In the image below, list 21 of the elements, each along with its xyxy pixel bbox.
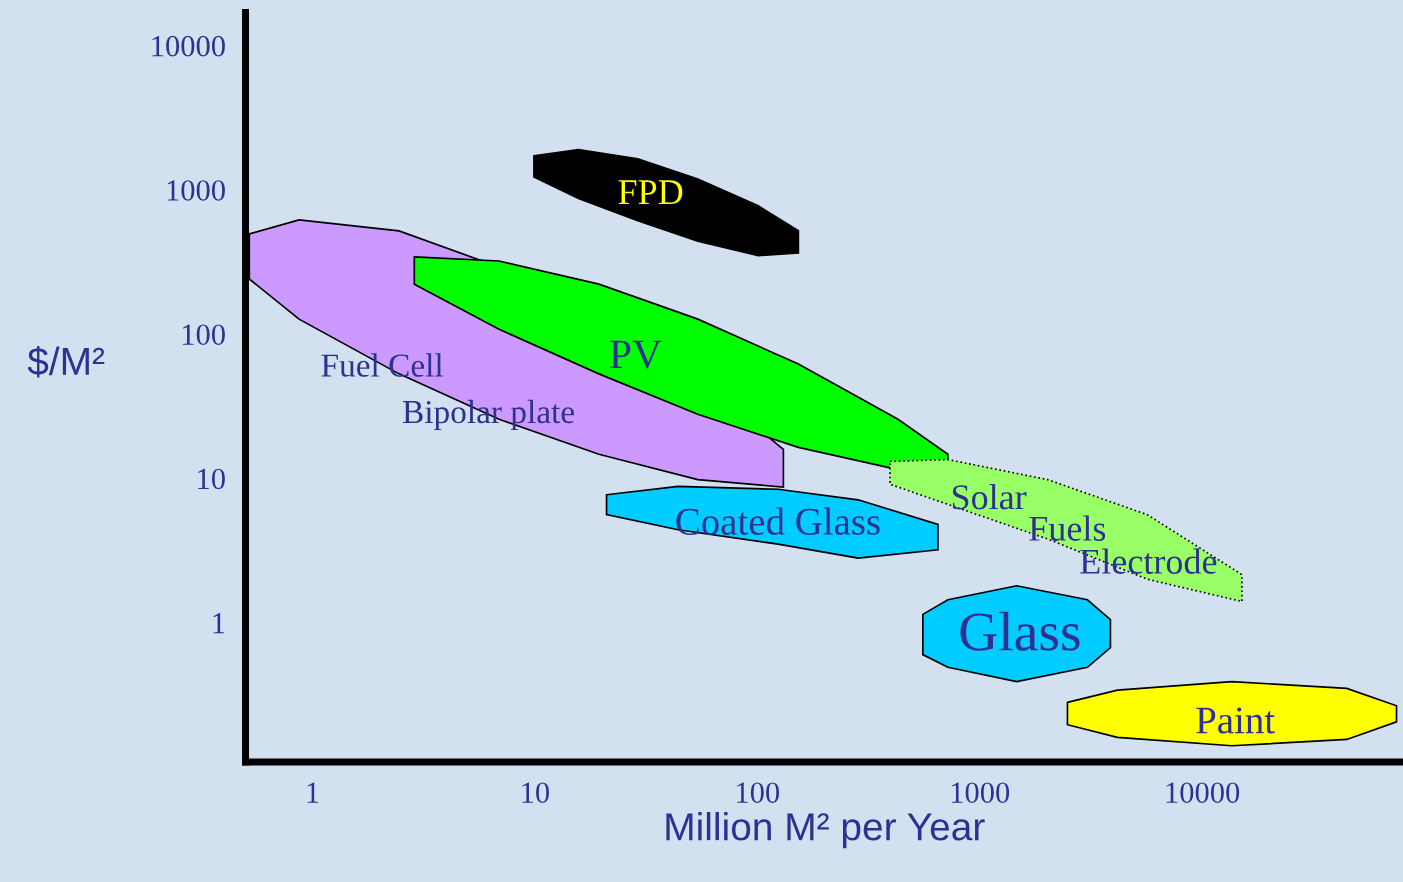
x-tick-label: 100 bbox=[737, 782, 780, 803]
x-tick-label: 1 bbox=[307, 782, 319, 803]
y-tick-label: 1 bbox=[213, 613, 225, 634]
annotation: Bipolar plate bbox=[403, 399, 574, 431]
annotation: Fuel Cell bbox=[321, 353, 444, 377]
y-axis-title: $/M² bbox=[27, 345, 105, 378]
x-tick-label: 1000 bbox=[951, 782, 1010, 803]
annotation: Solar bbox=[952, 484, 1027, 510]
annotation: Coated Glass bbox=[676, 507, 880, 535]
y-tick-label: 10 bbox=[198, 468, 225, 490]
annotation: FPD bbox=[618, 180, 683, 205]
annotation: Paint bbox=[1196, 707, 1275, 734]
x-tick-label: 10000 bbox=[1166, 782, 1240, 803]
annotation: Glass bbox=[960, 611, 1080, 651]
x-axis-title: Million M² per Year bbox=[666, 811, 985, 849]
y-tick-label: 100 bbox=[182, 324, 225, 345]
y-tick-label: 1000 bbox=[167, 180, 225, 201]
x-tick-label: 10 bbox=[522, 782, 550, 803]
y-tick-label: 10000 bbox=[152, 35, 225, 57]
annotation: Fuels bbox=[1029, 515, 1106, 541]
annotation: PV bbox=[610, 340, 662, 369]
